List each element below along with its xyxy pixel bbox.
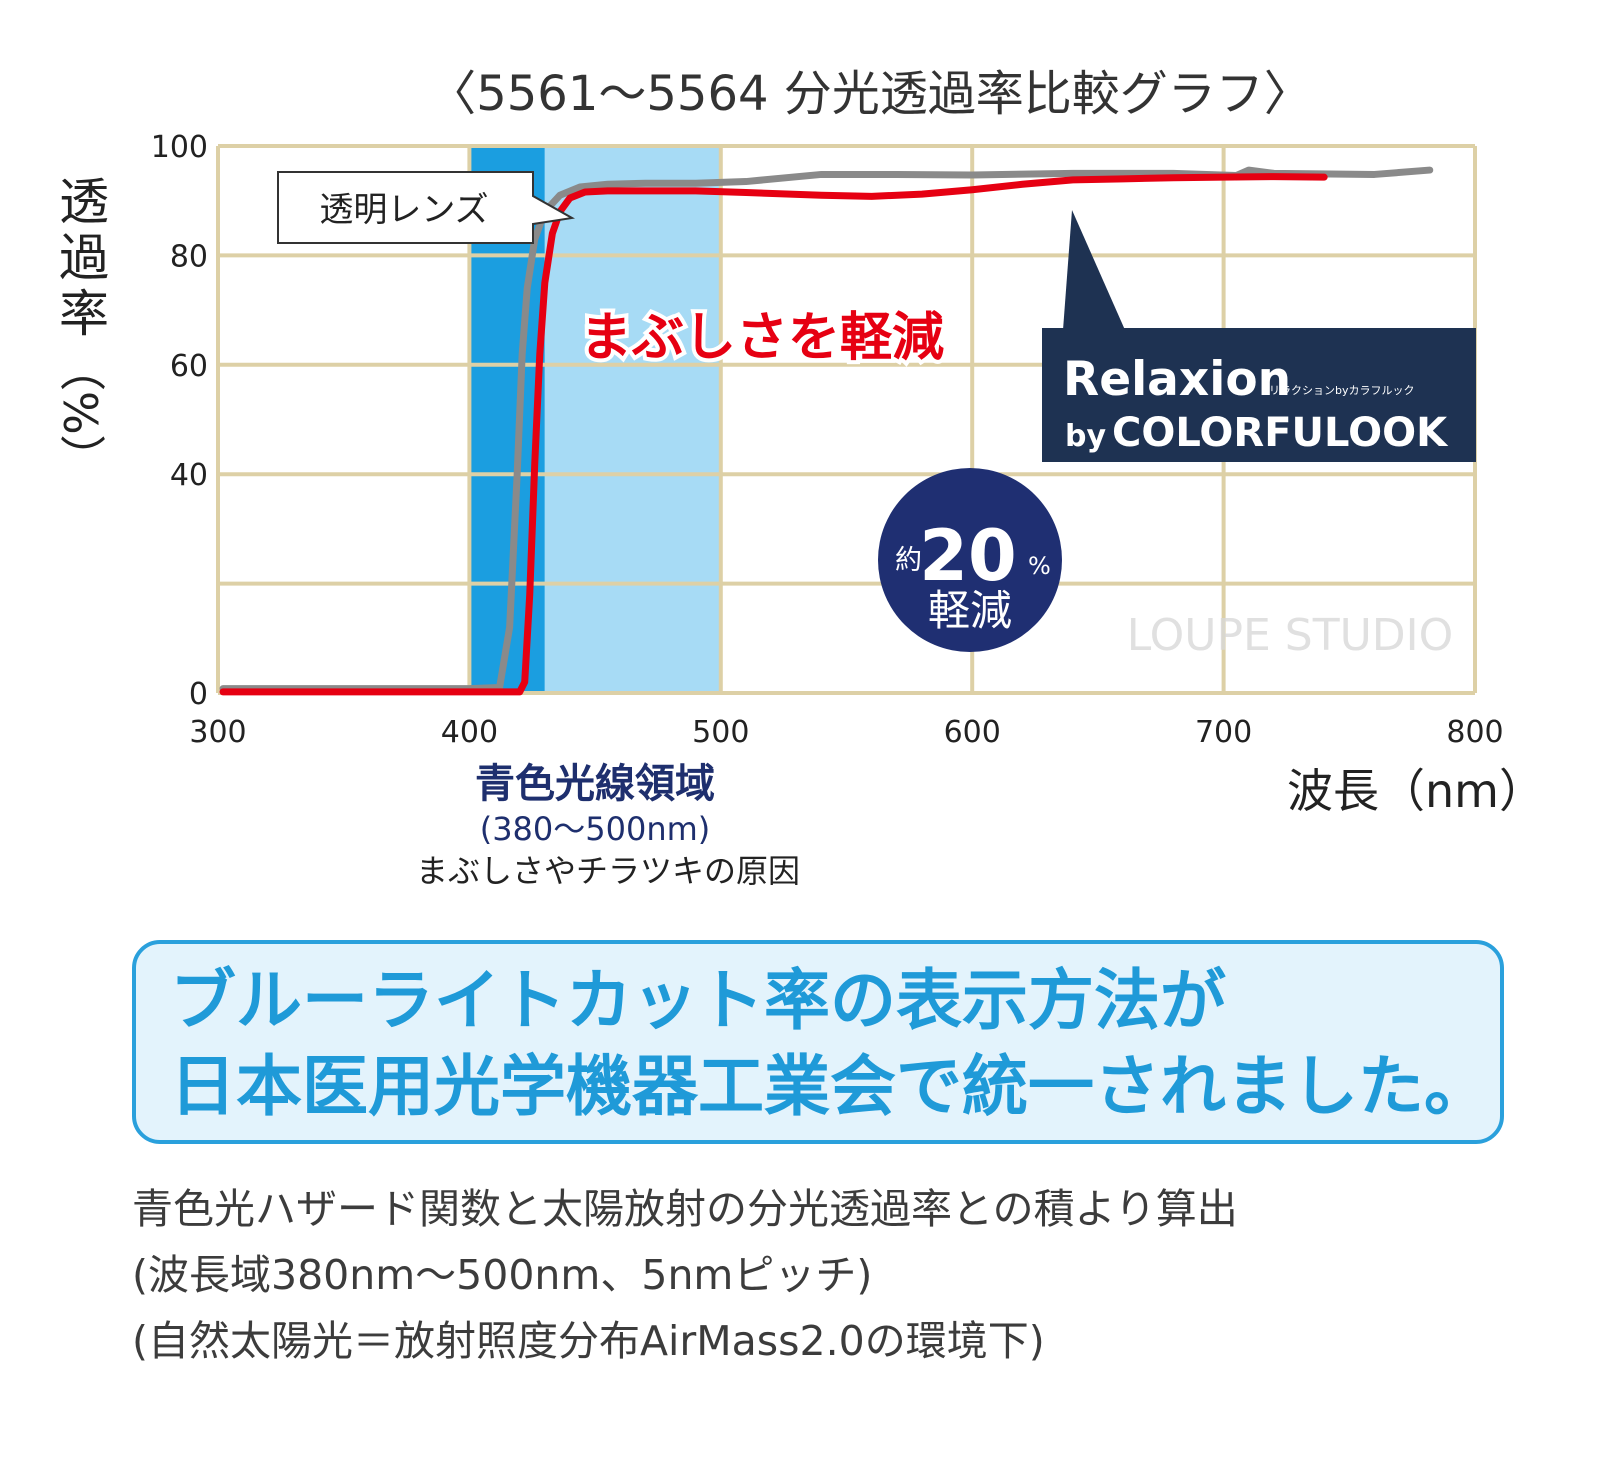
notice-box: ブルーライトカット率の表示方法が 日本医用光学機器工業会で統一されました。 — [132, 940, 1504, 1144]
y-tick-label: 80 — [170, 239, 208, 274]
clear-lens-callout: 透明レンズ — [277, 171, 576, 244]
y-tick-label: 0 — [189, 677, 208, 712]
y-tick-label: 40 — [170, 458, 208, 493]
x-tick-label: 500 — [692, 715, 749, 750]
relaxion-maker: COLORFULOOK — [1112, 410, 1449, 456]
y-tick-labels: 0 40 60 80 100 — [151, 130, 208, 712]
relaxion-by: by — [1065, 419, 1106, 454]
relaxion-kana: リラクションbyカラフルック — [1269, 384, 1415, 397]
x-axis-label: 波長（nm） — [1287, 764, 1545, 818]
y-tick-label: 60 — [170, 349, 208, 384]
spectral-transmittance-chart: 〈5561～5564 分光透過率比較グラフ〉 300 400 500 600 700 80… — [51, 66, 1545, 890]
x-tick-label: 300 — [189, 715, 246, 750]
badge-suffix: 軽減 — [928, 586, 1012, 635]
x-tick-labels: 300 400 500 600 700 800 — [189, 715, 1503, 750]
reduction-badge: 約 20 % 軽減 — [878, 468, 1062, 652]
x-tick-label: 700 — [1195, 715, 1252, 750]
note-line-3: (自然太陽光＝放射照度分布AirMass2.0の環境下) — [132, 1317, 1045, 1365]
notice-line-1: ブルーライトカット率の表示方法が — [170, 962, 1226, 1039]
y-axis-label: 透過率 — [51, 175, 109, 343]
chart-title: 〈5561～5564 分光透過率比較グラフ〉 — [428, 66, 1312, 122]
x-tick-label: 600 — [944, 715, 1001, 750]
relaxion-brand: Relaxion — [1063, 352, 1291, 407]
badge-unit: % — [1028, 552, 1051, 580]
note-line-1: 青色光ハザード関数と太陽放射の分光透過率との積より算出 — [132, 1185, 1238, 1233]
x-tick-label: 400 — [441, 715, 498, 750]
badge-prefix: 約 — [895, 545, 922, 576]
clear-lens-label: 透明レンズ — [319, 190, 488, 230]
relaxion-callout: Relaxion リラクションbyカラフルック by COLORFULOOK — [1042, 210, 1476, 462]
watermark: LOUPE STUDIO — [1127, 610, 1454, 661]
blue-band-label: 青色光線領域 — [475, 761, 715, 807]
reduce-glare-caption: まぶしさを軽減 — [580, 308, 944, 368]
badge-value: 20 — [919, 515, 1016, 597]
blue-band-range: (380～500nm) — [480, 810, 711, 848]
notice-line-2: 日本医用光学機器工業会で統一されました。 — [170, 1048, 1490, 1125]
series-line-relaxion — [219, 173, 1328, 696]
blue-band-note: まぶしさやチラツキの原因 — [416, 852, 800, 890]
note-line-2: (波長域380nm～500nm、5nmピッチ) — [132, 1251, 873, 1299]
blue-band-light — [544, 146, 721, 693]
y-tick-label: 100 — [151, 130, 208, 165]
x-tick-label: 800 — [1446, 715, 1503, 750]
calculation-notes: 青色光ハザード関数と太陽放射の分光透過率との積より算出 (波長域380nm～50… — [132, 1176, 1572, 1374]
y-axis-unit: （%） — [53, 345, 107, 481]
